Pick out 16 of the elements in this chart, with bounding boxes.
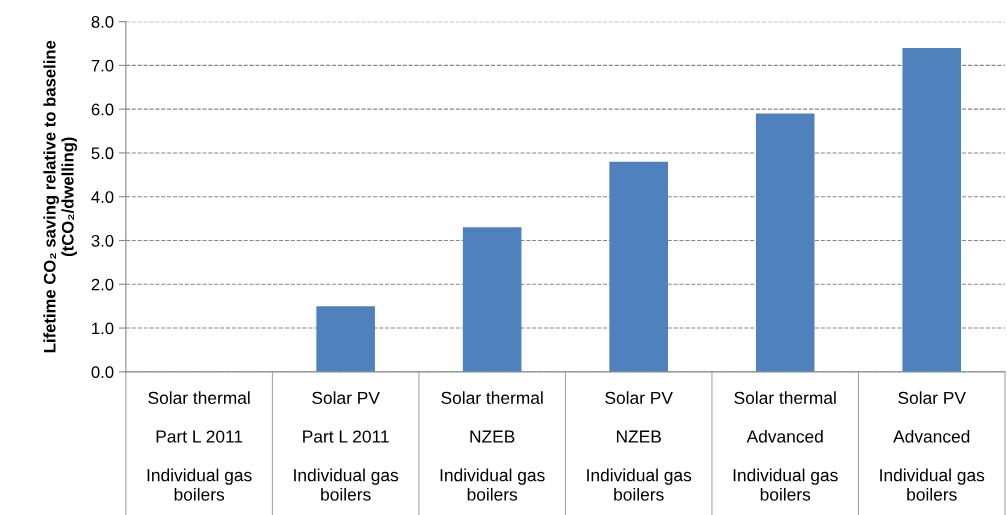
y-tick-label: 3.0 bbox=[91, 234, 114, 247]
y-tick-label: 0.0 bbox=[91, 366, 114, 379]
y-tick-label: 5.0 bbox=[91, 147, 114, 160]
category-label: Solar PV NZEB Individual gas boilers bbox=[587, 391, 692, 501]
y-tick-label: 2.0 bbox=[91, 278, 114, 291]
category-label: Solar thermal Advanced Individual gas boilers bbox=[733, 391, 838, 501]
category-label: Solar PV Part L 2011 Individual gas boilers bbox=[294, 391, 399, 501]
y-tick-label: 4.0 bbox=[91, 191, 114, 203]
category-label: Solar thermal NZEB Individual gas boilers bbox=[440, 391, 545, 501]
category-label: Solar thermal Part L 2011 Individual gas boilers bbox=[147, 391, 252, 501]
y-tick-label: 7.0 bbox=[91, 59, 114, 72]
y-tick-label: 1.0 bbox=[92, 322, 114, 335]
y-axis-title: Lifetime CO₂ saving relative to baseline (tCO₂/dwelling) bbox=[43, 40, 78, 353]
category-label: Solar PV Advanced Individual gas boilers bbox=[880, 391, 985, 501]
y-tick-label: 8.0 bbox=[91, 16, 114, 28]
y-tick-label: 6.0 bbox=[91, 103, 114, 116]
